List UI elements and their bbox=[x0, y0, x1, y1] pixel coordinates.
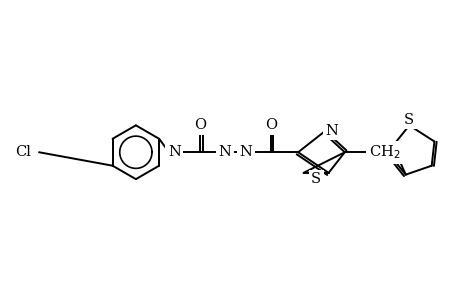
Text: N: N bbox=[239, 145, 252, 159]
Text: S: S bbox=[310, 172, 320, 186]
Text: N: N bbox=[168, 145, 180, 159]
Text: O: O bbox=[194, 118, 206, 132]
Text: Cl: Cl bbox=[15, 145, 31, 159]
Text: N: N bbox=[325, 124, 337, 138]
Text: O: O bbox=[264, 118, 277, 132]
Text: S: S bbox=[403, 113, 414, 127]
Text: CH$_2$: CH$_2$ bbox=[368, 143, 400, 161]
Text: N: N bbox=[218, 145, 230, 159]
